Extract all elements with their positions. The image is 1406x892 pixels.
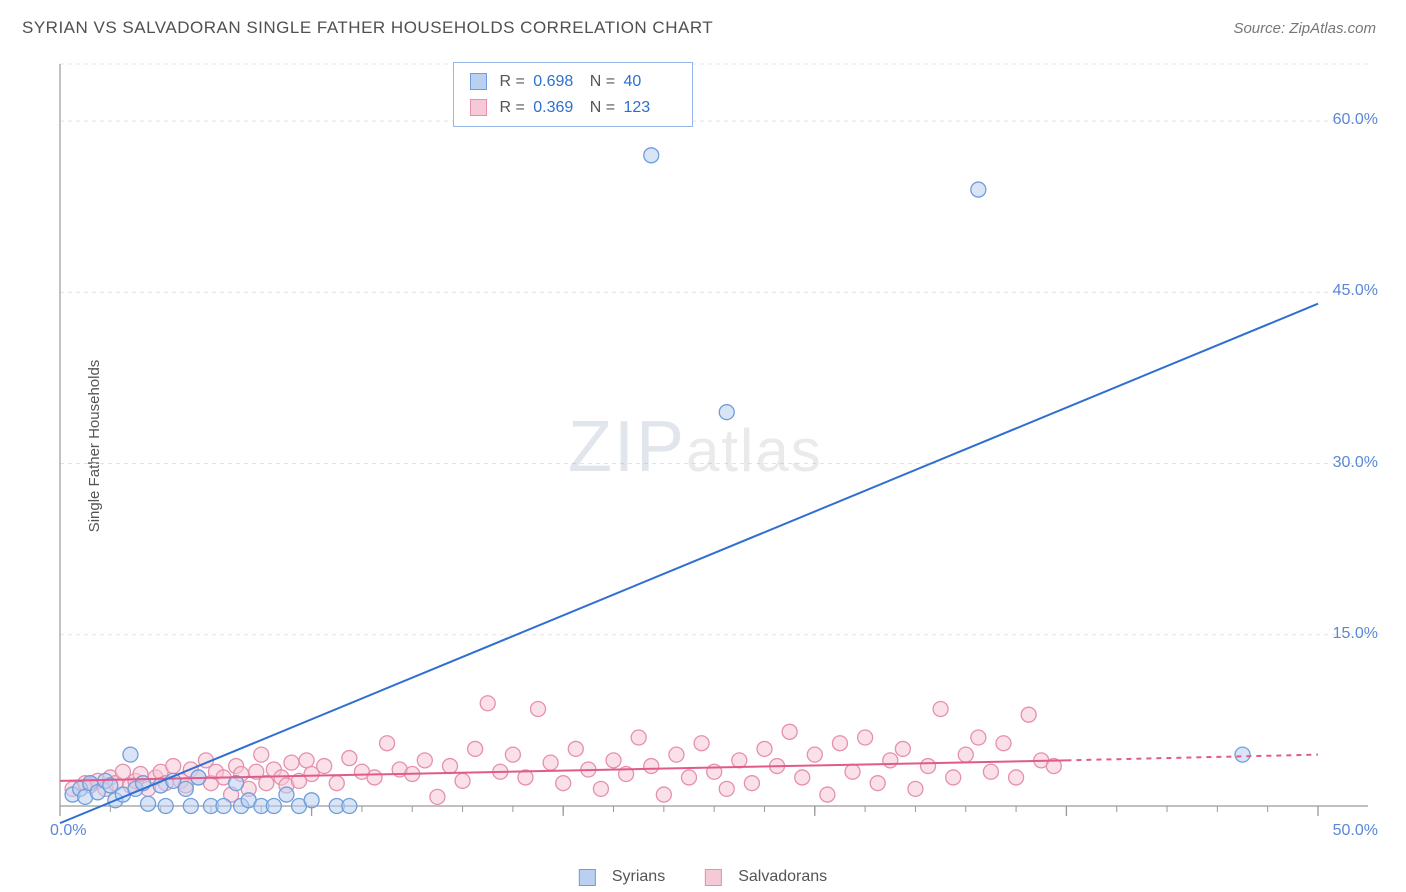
stats-row-salvadorans: R = 0.369 N = 123 [470, 95, 676, 121]
x-tick-label: 50.0% [1333, 822, 1378, 840]
y-tick-label: 30.0% [1333, 454, 1378, 472]
chart-area: ZIPatlas R = 0.698 N = 40 R = 0.369 N = … [58, 56, 1378, 846]
bottom-legend: Syrians Salvadorans [579, 868, 827, 886]
legend-label-syrians: Syrians [612, 868, 665, 886]
x-tick-label: 0.0% [50, 822, 86, 840]
scatter-plot [58, 56, 1378, 846]
chart-title: SYRIAN VS SALVADORAN SINGLE FATHER HOUSE… [22, 18, 713, 38]
swatch-salvadorans [470, 99, 487, 116]
legend-item-syrians: Syrians [579, 868, 665, 886]
chart-header: SYRIAN VS SALVADORAN SINGLE FATHER HOUSE… [0, 0, 1406, 48]
stats-legend-box: R = 0.698 N = 40 R = 0.369 N = 123 [453, 62, 693, 127]
source-attribution: Source: ZipAtlas.com [1233, 20, 1376, 37]
legend-item-salvadorans: Salvadorans [705, 868, 827, 886]
y-tick-label: 15.0% [1333, 625, 1378, 643]
swatch-syrians [470, 73, 487, 90]
legend-label-salvadorans: Salvadorans [738, 868, 827, 886]
swatch-syrians [579, 869, 596, 886]
swatch-salvadorans [705, 869, 722, 886]
y-tick-label: 60.0% [1333, 111, 1378, 129]
y-tick-label: 45.0% [1333, 282, 1378, 300]
stats-row-syrians: R = 0.698 N = 40 [470, 69, 676, 95]
